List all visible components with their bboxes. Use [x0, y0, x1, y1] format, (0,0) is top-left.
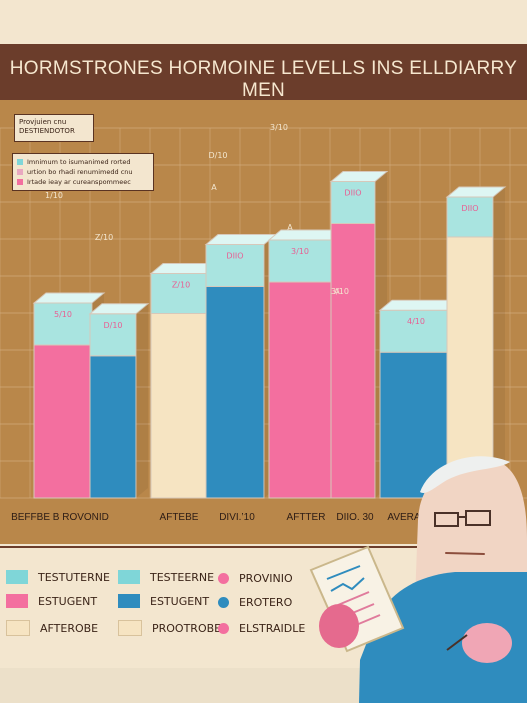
annotation-label: 1/10: [45, 191, 63, 200]
legend-label: ESTUGENT: [38, 594, 98, 608]
legend-divider: [0, 546, 527, 549]
callout-line-1: Provjuien cnu: [19, 118, 67, 126]
annotation-label: D/10: [208, 151, 227, 160]
legend-swatch: [118, 594, 140, 608]
mini-legend-swatch: [17, 169, 23, 175]
legend-swatch: [118, 620, 142, 636]
bar-label: 4/10: [407, 317, 425, 326]
bar-top-block: [446, 196, 494, 238]
legend-item: TESTUTERNE: [6, 570, 110, 584]
mini-legend-label: urtion bo rhadi renumimedd cnu: [27, 168, 133, 176]
legend-dot: [218, 573, 229, 584]
bar: [379, 351, 453, 499]
mini-legend-swatch: [17, 179, 23, 185]
category-label: BEFFBE B ROVONID: [11, 512, 109, 523]
bar-side-face: [493, 187, 505, 498]
bar: [446, 236, 494, 499]
mini-legend-label: Irtade ieay ar cureanspommeec: [27, 178, 131, 186]
legend-label: AFTEROBE: [40, 621, 99, 635]
legend-swatch: [6, 594, 28, 608]
bar-top-face: [204, 234, 278, 245]
annotation-label: A: [334, 287, 340, 296]
legend-item: AFTEROBE: [6, 620, 98, 636]
legend-dot: [218, 623, 229, 634]
legend-dot: [218, 597, 229, 608]
category-label: AFTEBE: [160, 512, 199, 523]
bar-top-block: [89, 313, 137, 357]
bar-top-face: [329, 171, 389, 182]
bar-label: 3/10: [291, 247, 309, 256]
annotation-label: A: [211, 183, 217, 192]
category-label: AFTTER: [287, 512, 326, 523]
bar-label: DIIO: [226, 252, 243, 261]
bar: [330, 223, 376, 499]
legend-swatch: [6, 570, 28, 584]
legend-item: ESTUGENT: [6, 594, 97, 608]
mini-legend: Imnimum to isumanimed rorted urtion bo r…: [12, 153, 154, 191]
legend-swatch: [6, 620, 30, 636]
bar: [150, 313, 212, 499]
legend-label: ELSTRAIDLE: [239, 622, 306, 635]
plot-area: 5/10 D/10 Z/10 DIIO 3/10 DIIO 4/10 DIIO 1/10 Z/10…: [0, 100, 527, 544]
mini-legend-item: urtion bo rhadi renumimedd cnu: [17, 167, 149, 177]
bar-top-block: [379, 309, 453, 353]
bar-top-face: [445, 186, 507, 198]
category-label: DIIO. 30: [336, 512, 374, 523]
bar-label: Z/10: [172, 281, 190, 290]
annotation-label: 3/10: [331, 287, 349, 296]
bar-top-face: [32, 292, 106, 304]
legend-swatch: [118, 570, 140, 584]
legend-label: EROTERO: [239, 596, 293, 609]
legend-item: PROOTROBE: [118, 620, 221, 636]
bar-side-face: [136, 303, 148, 498]
bar-top-block: [205, 244, 265, 287]
annotation-label: Z/10: [95, 233, 113, 242]
bar-label: DIIO: [461, 204, 478, 213]
category-label: AVERA: [387, 512, 420, 523]
legend-label: PROOTROBE: [152, 621, 222, 635]
bar: [33, 344, 93, 499]
legend-label: TESTUTERNE: [38, 570, 110, 584]
legend-label: TESTEERNE: [150, 570, 215, 584]
bar-label: D/10: [103, 321, 122, 330]
mini-legend-swatch: [17, 159, 23, 165]
legend-item: ELSTRAIDLE: [218, 622, 305, 635]
legend-item: EROTERO: [218, 596, 292, 609]
bar: [205, 286, 265, 499]
mini-legend-item: Irtade ieay ar cureanspommeec: [17, 177, 149, 187]
callout-box: Provjuien cnu DESTIENDOTOR: [14, 114, 94, 142]
annotation-label: 3/10: [270, 123, 288, 132]
legend-item: ESTUGENT: [118, 594, 209, 608]
mini-legend-item: Imnimum to isumanimed rorted: [17, 157, 149, 167]
legend-item: TESTEERNE: [118, 570, 214, 584]
chart-title: HORMSTRONES HORMOINE LEVELLS INS ELLDIAR…: [9, 58, 518, 101]
bar-label: 5/10: [54, 310, 72, 319]
bar: [268, 281, 332, 499]
bar: [89, 355, 137, 499]
bar-top-block: [150, 273, 212, 314]
annotation-label: A: [287, 223, 293, 232]
bar-label: DIIO: [344, 189, 361, 198]
bar-top-face: [88, 303, 150, 315]
category-label: DIVI.’10: [219, 512, 255, 523]
title-band: [0, 44, 527, 100]
top-margin: [0, 0, 527, 30]
mini-legend-label: Imnimum to isumanimed rorted: [27, 158, 131, 166]
bottom-margin: [0, 668, 527, 703]
legend-item: PROVINIO: [218, 572, 293, 585]
legend-panel: TESTUTERNE ESTUGENT AFTEROBE TESTEERNE E…: [0, 548, 527, 668]
legend-label: PROVINIO: [239, 572, 293, 585]
legend-label: ESTUGENT: [150, 594, 210, 608]
callout-line-2: DESTIENDOTOR: [19, 127, 75, 135]
